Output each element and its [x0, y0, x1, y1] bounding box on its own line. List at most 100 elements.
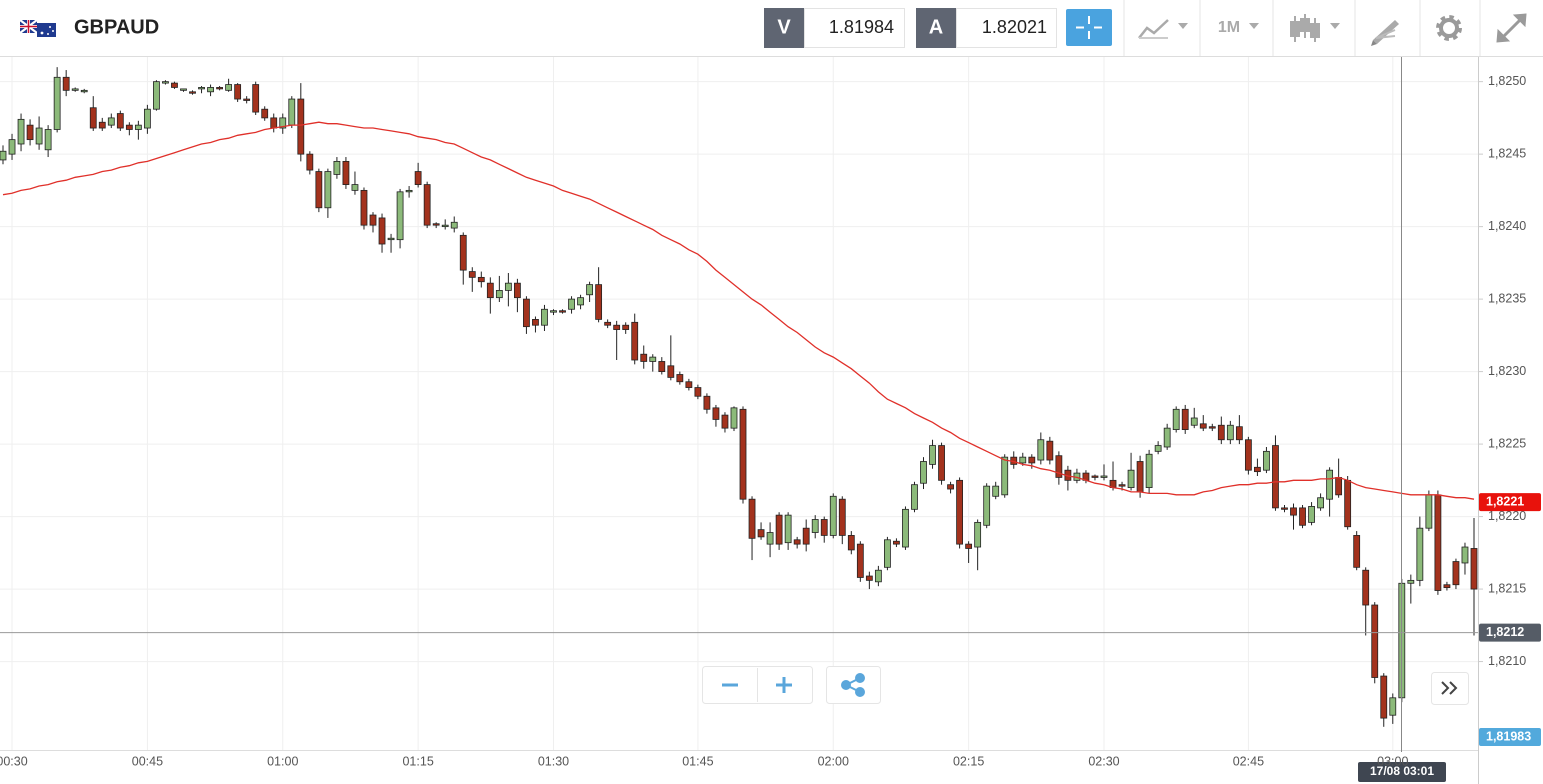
crosshair-icon — [1076, 16, 1102, 39]
candle-body — [1272, 445, 1279, 509]
candle-body — [1019, 456, 1027, 464]
candle-body — [189, 91, 196, 94]
candle-body — [1434, 494, 1442, 591]
x-tick-label: 02:45 — [1233, 754, 1264, 768]
settings-button[interactable] — [1436, 15, 1462, 41]
candle-body — [947, 484, 954, 490]
candle-body — [604, 321, 612, 326]
candle-body — [288, 98, 296, 126]
candle-body — [405, 189, 413, 193]
candle-body — [1416, 527, 1424, 581]
y-tick-label: 1,8220 — [1488, 509, 1526, 523]
fullscreen-button[interactable] — [1496, 13, 1527, 43]
candle-body — [143, 108, 151, 129]
candle-body — [1127, 469, 1135, 488]
candle-body — [306, 153, 314, 171]
candle-body — [1244, 439, 1252, 471]
candle-body — [956, 479, 964, 545]
candle-body — [225, 84, 233, 91]
candle-body — [568, 298, 575, 310]
candle-body — [784, 514, 792, 544]
candle-body — [1443, 584, 1451, 589]
candle-body — [342, 160, 350, 185]
candle-body — [1190, 417, 1198, 426]
candle-body — [1362, 569, 1370, 606]
candle-body — [1091, 475, 1099, 478]
candle-body — [279, 117, 287, 129]
candle-body — [1118, 484, 1126, 487]
candle-body — [450, 221, 458, 229]
cursor-time-box — [1358, 762, 1446, 782]
candle-body — [1001, 456, 1009, 496]
candle-body — [829, 495, 837, 536]
candle-body — [631, 321, 639, 361]
candle-body — [757, 529, 765, 538]
candle-body — [216, 87, 223, 90]
candle-body — [983, 485, 991, 526]
ask-box[interactable] — [956, 8, 1057, 48]
x-tick-label: 01:45 — [682, 754, 713, 768]
candle-body — [378, 217, 386, 245]
ask-price: 1.82021 — [982, 17, 1047, 37]
candle-body — [640, 353, 648, 362]
candle-body — [1452, 561, 1460, 586]
candle-body — [865, 575, 873, 581]
candle-body — [667, 365, 675, 378]
candle-body — [324, 171, 332, 209]
scroll-end-button[interactable] — [1431, 672, 1469, 705]
candle-body — [721, 414, 729, 429]
chart-type-button[interactable] — [1138, 19, 1188, 39]
y-tick-label: 1,8230 — [1488, 364, 1526, 378]
crosshair-button[interactable] — [1066, 9, 1112, 46]
candle-body — [1037, 439, 1045, 461]
grid — [0, 57, 1478, 750]
candle-body — [586, 284, 593, 296]
candle-body — [153, 81, 160, 110]
candle-body — [504, 282, 512, 291]
candle-body — [71, 88, 79, 91]
candle-body — [513, 282, 521, 299]
y-tick-label: 1,8235 — [1488, 291, 1526, 305]
y-tick-label: 1,8245 — [1488, 146, 1526, 160]
cursor-time: 17/08 03:01 — [1370, 764, 1434, 778]
zoom-in[interactable] — [776, 677, 792, 693]
candle-body — [974, 521, 982, 548]
candle-body — [486, 282, 494, 299]
candle-body — [523, 298, 530, 328]
draw-button[interactable] — [1371, 20, 1399, 46]
plot-area — [0, 57, 1483, 750]
y-tick-label: 1,8240 — [1488, 219, 1526, 233]
candle-body — [1217, 424, 1225, 441]
candle-body — [1470, 548, 1478, 590]
candle-body — [1172, 408, 1180, 430]
candle-body — [766, 532, 774, 545]
candle-body — [17, 118, 25, 145]
candle-body — [1100, 475, 1108, 478]
candle-body — [369, 214, 377, 226]
candle-body — [929, 445, 936, 465]
timeframe-button[interactable]: 1M — [1218, 19, 1259, 36]
candle-type-button[interactable] — [1290, 14, 1340, 42]
candle-body — [595, 284, 603, 320]
timeframe: 1M — [1218, 19, 1240, 36]
candle-body — [820, 519, 828, 536]
candle-body — [116, 113, 124, 129]
candle-body — [333, 160, 341, 175]
candle-body — [234, 84, 242, 100]
bid-letter-box — [764, 8, 804, 48]
bid-box[interactable] — [804, 8, 905, 48]
candle-body — [658, 361, 666, 373]
candle-body — [802, 527, 810, 545]
candle-body — [893, 540, 900, 545]
candle-body — [432, 223, 440, 226]
candle-body — [1145, 453, 1153, 488]
price-marker-label: 1,8221 — [1486, 494, 1524, 508]
candle-body — [134, 124, 142, 130]
candle-body — [703, 395, 711, 410]
flag — [19, 19, 56, 37]
share-button[interactable] — [826, 666, 881, 704]
candle-body — [1317, 497, 1324, 509]
x-tick-label: 01:15 — [402, 754, 433, 768]
candle-body — [396, 191, 404, 241]
candle-body — [712, 407, 720, 420]
